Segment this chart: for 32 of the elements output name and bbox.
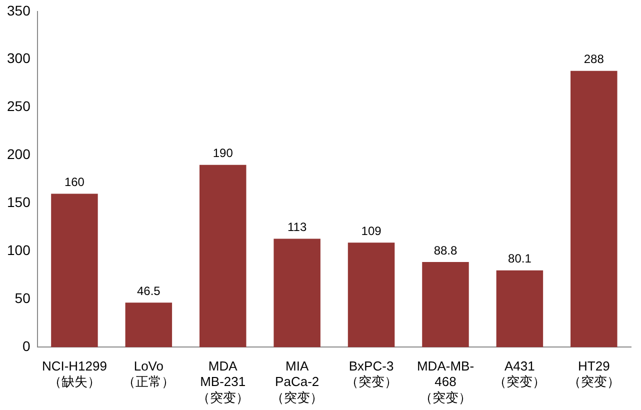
- x-tick-label: MIA PaCa-2 （突变）: [271, 358, 324, 405]
- bar: [125, 302, 172, 348]
- data-label: 46.5: [136, 284, 161, 298]
- data-label: 190: [212, 146, 234, 160]
- bar: [274, 238, 320, 348]
- data-label: 80.1: [508, 252, 532, 266]
- y-tick-label: 250: [7, 98, 31, 114]
- bar: [199, 164, 246, 348]
- x-tick-label: NCI-H1299 （缺失）: [42, 358, 107, 390]
- bar: [570, 70, 618, 348]
- x-tick-label: LoVo （正常）: [122, 358, 175, 390]
- y-tick-label: 200: [7, 146, 31, 162]
- bar: [496, 270, 544, 348]
- bar: [422, 262, 469, 348]
- bar: [51, 194, 98, 348]
- y-tick-label: 50: [14, 290, 31, 306]
- data-label: 88.8: [434, 243, 458, 258]
- x-tick-label: HT29 （突变）: [568, 358, 620, 390]
- x-tick-label: BxPC-3 （突变）: [345, 358, 398, 390]
- y-tick-label: 300: [7, 50, 31, 66]
- data-label: 288: [584, 52, 604, 66]
- bar: [348, 242, 395, 348]
- y-tick-label: 150: [7, 194, 31, 210]
- x-tick-label: MDA-MB- 468 （突变）: [416, 358, 474, 405]
- data-label: 109: [361, 224, 382, 238]
- y-tick-label: 0: [22, 338, 31, 354]
- x-tick-label: A431 （突变）: [494, 358, 546, 390]
- data-label: 160: [64, 175, 85, 190]
- data-label: 113: [288, 220, 307, 234]
- y-tick-label: 350: [7, 2, 31, 18]
- y-tick-label: 100: [7, 242, 31, 258]
- x-tick-label: MDA MB-231 （突变）: [196, 358, 249, 405]
